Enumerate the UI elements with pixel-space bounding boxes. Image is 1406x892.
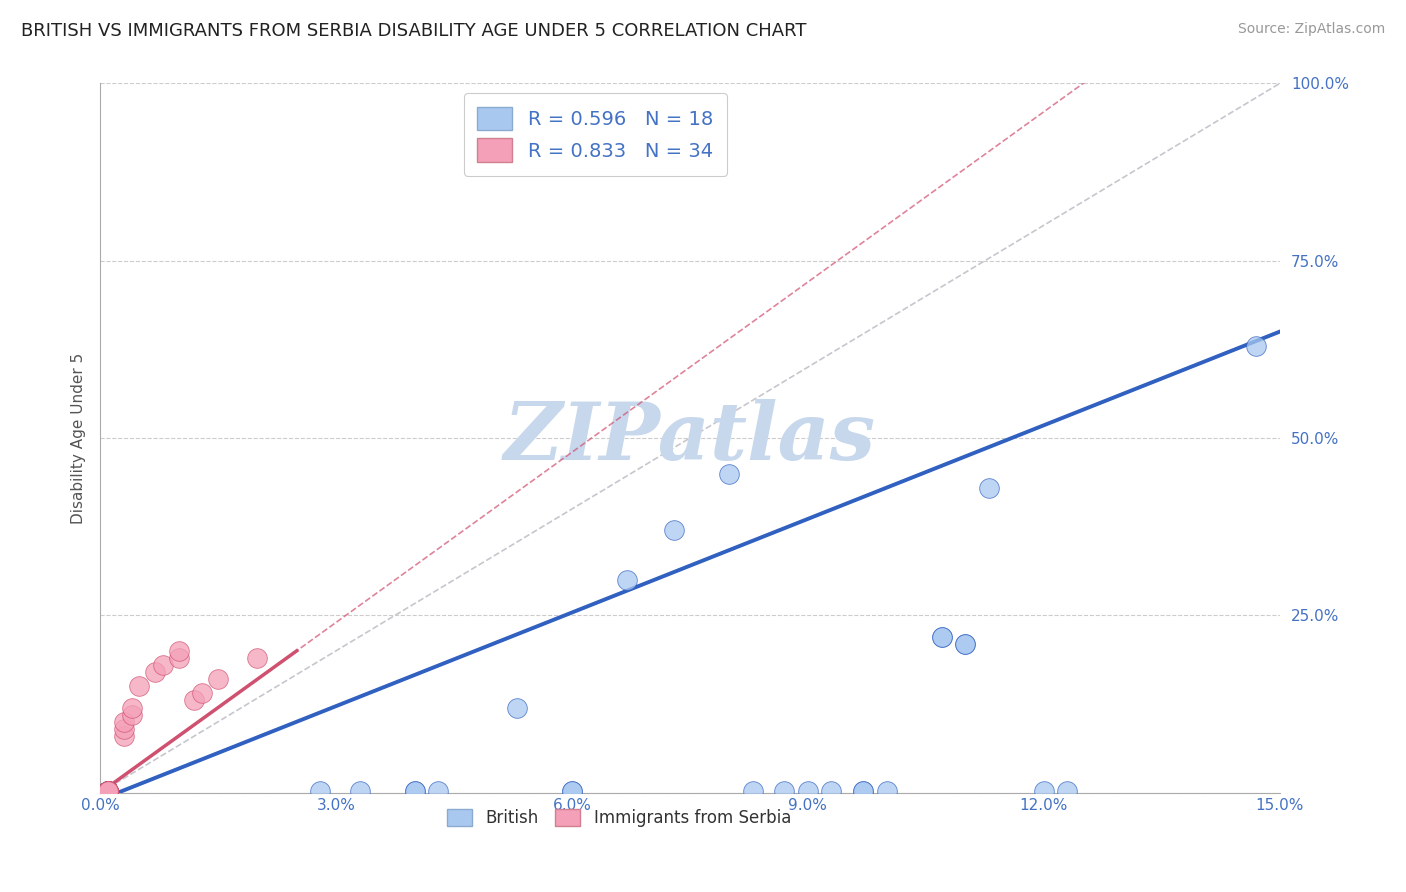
Point — [876, 783, 898, 797]
Point — [664, 523, 686, 537]
Point — [207, 672, 229, 686]
Point — [97, 783, 120, 797]
Text: BRITISH VS IMMIGRANTS FROM SERBIA DISABILITY AGE UNDER 5 CORRELATION CHART: BRITISH VS IMMIGRANTS FROM SERBIA DISABI… — [21, 22, 807, 40]
Point — [97, 783, 120, 797]
Point — [852, 783, 875, 797]
Point — [97, 783, 120, 797]
Point — [97, 783, 120, 797]
Point — [349, 783, 371, 797]
Point — [97, 783, 120, 797]
Point — [112, 722, 135, 736]
Point — [121, 707, 143, 722]
Text: ZIPatlas: ZIPatlas — [503, 400, 876, 477]
Point — [97, 783, 120, 797]
Point — [427, 783, 450, 797]
Point — [167, 651, 190, 665]
Point — [404, 783, 426, 797]
Point — [561, 783, 583, 797]
Point — [167, 644, 190, 658]
Point — [561, 783, 583, 797]
Point — [121, 700, 143, 714]
Point — [97, 783, 120, 797]
Point — [97, 783, 120, 797]
Point — [112, 729, 135, 743]
Point — [191, 686, 214, 700]
Point — [97, 783, 120, 797]
Point — [97, 783, 120, 797]
Point — [152, 658, 174, 673]
Legend: British, Immigrants from Serbia: British, Immigrants from Serbia — [440, 803, 797, 834]
Point — [97, 783, 120, 797]
Point — [97, 783, 120, 797]
Point — [143, 665, 166, 679]
Point — [1056, 783, 1078, 797]
Point — [953, 637, 976, 651]
Text: Source: ZipAtlas.com: Source: ZipAtlas.com — [1237, 22, 1385, 37]
Point — [97, 783, 120, 797]
Point — [97, 783, 120, 797]
Point — [97, 783, 120, 797]
Point — [616, 573, 638, 587]
Point — [97, 783, 120, 797]
Point — [773, 783, 796, 797]
Point — [97, 783, 120, 797]
Point — [97, 783, 120, 797]
Point — [1032, 783, 1054, 797]
Point — [852, 783, 875, 797]
Point — [97, 783, 120, 797]
Point — [97, 783, 120, 797]
Point — [97, 783, 120, 797]
Point — [97, 783, 120, 797]
Point — [309, 783, 332, 797]
Point — [128, 679, 150, 693]
Point — [112, 714, 135, 729]
Point — [977, 481, 1000, 495]
Point — [246, 651, 269, 665]
Point — [97, 783, 120, 797]
Point — [718, 467, 741, 481]
Point — [97, 783, 120, 797]
Point — [820, 783, 842, 797]
Point — [797, 783, 820, 797]
Point — [97, 783, 120, 797]
Point — [97, 783, 120, 797]
Point — [97, 783, 120, 797]
Point — [97, 783, 120, 797]
Point — [1244, 339, 1267, 353]
Point — [931, 630, 953, 644]
Y-axis label: Disability Age Under 5: Disability Age Under 5 — [72, 352, 86, 524]
Point — [97, 783, 120, 797]
Point — [404, 783, 426, 797]
Point — [953, 637, 976, 651]
Point — [97, 783, 120, 797]
Point — [931, 630, 953, 644]
Point — [183, 693, 205, 707]
Point — [741, 783, 763, 797]
Point — [506, 700, 529, 714]
